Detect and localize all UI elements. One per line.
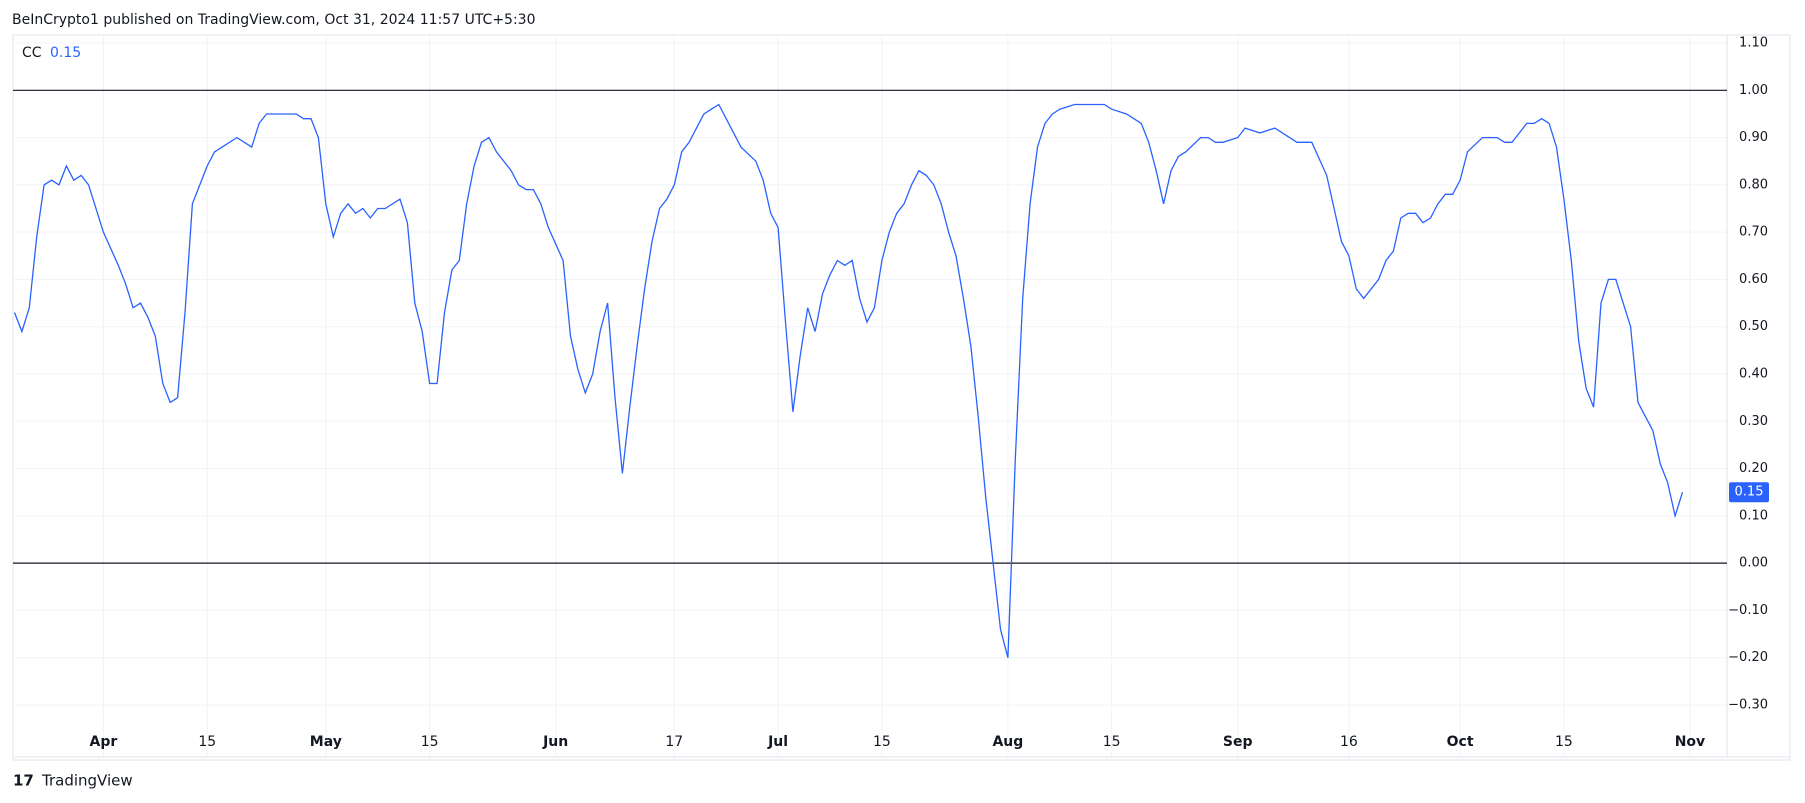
x-tick-label: Jul bbox=[767, 734, 788, 750]
y-tick-label: 0.40 bbox=[1739, 367, 1768, 382]
x-tick-label: Nov bbox=[1675, 734, 1705, 750]
last-value-badge bbox=[1729, 482, 1769, 503]
data-line bbox=[13, 103, 1684, 658]
x-tick-label: Oct bbox=[1447, 734, 1474, 750]
x-tick-label: 15 bbox=[1555, 734, 1573, 750]
x-tick-label: Sep bbox=[1223, 734, 1253, 750]
x-tick-label: 15 bbox=[198, 734, 216, 750]
y-tick-label: 0.90 bbox=[1739, 130, 1768, 145]
y-tick-label: 0.10 bbox=[1739, 508, 1768, 523]
x-tick-label: May bbox=[310, 734, 342, 750]
y-tick-label: 0.60 bbox=[1739, 272, 1768, 287]
y-tick-label: −0.30 bbox=[1728, 697, 1768, 712]
y-tick-label: 1.10 bbox=[1739, 36, 1768, 51]
y-tick-label: −0.20 bbox=[1728, 650, 1768, 665]
y-tick-label: 0.80 bbox=[1739, 177, 1768, 192]
y-tick-label: 1.00 bbox=[1739, 83, 1768, 98]
x-tick-label: 17 bbox=[665, 734, 683, 750]
y-tick-label: −0.10 bbox=[1728, 603, 1768, 618]
y-tick-label: 0.70 bbox=[1739, 225, 1768, 240]
y-tick-label: 0.30 bbox=[1739, 414, 1768, 429]
chart-frame bbox=[12, 34, 1791, 761]
y-tick-label: 0.20 bbox=[1739, 461, 1768, 476]
x-tick-label: 15 bbox=[1103, 734, 1121, 750]
legend-value: 0.15 bbox=[50, 45, 81, 61]
header-text: BeInCrypto1 published on TradingView.com… bbox=[12, 12, 536, 28]
x-tick-label: Apr bbox=[90, 734, 118, 750]
last-value-label: 0.15 bbox=[1735, 485, 1764, 500]
footer-logo: TradingView bbox=[41, 772, 133, 790]
y-tick-label: 0.00 bbox=[1739, 556, 1768, 571]
x-tick-label: 15 bbox=[421, 734, 439, 750]
x-tick-label: Jun bbox=[542, 734, 568, 750]
x-tick-label: 15 bbox=[873, 734, 891, 750]
logo-icon: 17 bbox=[13, 772, 34, 790]
legend-name: CC bbox=[22, 45, 42, 61]
x-tick-label: Aug bbox=[992, 734, 1023, 750]
x-tick-label: 16 bbox=[1340, 734, 1358, 750]
y-tick-label: 0.50 bbox=[1739, 319, 1768, 334]
